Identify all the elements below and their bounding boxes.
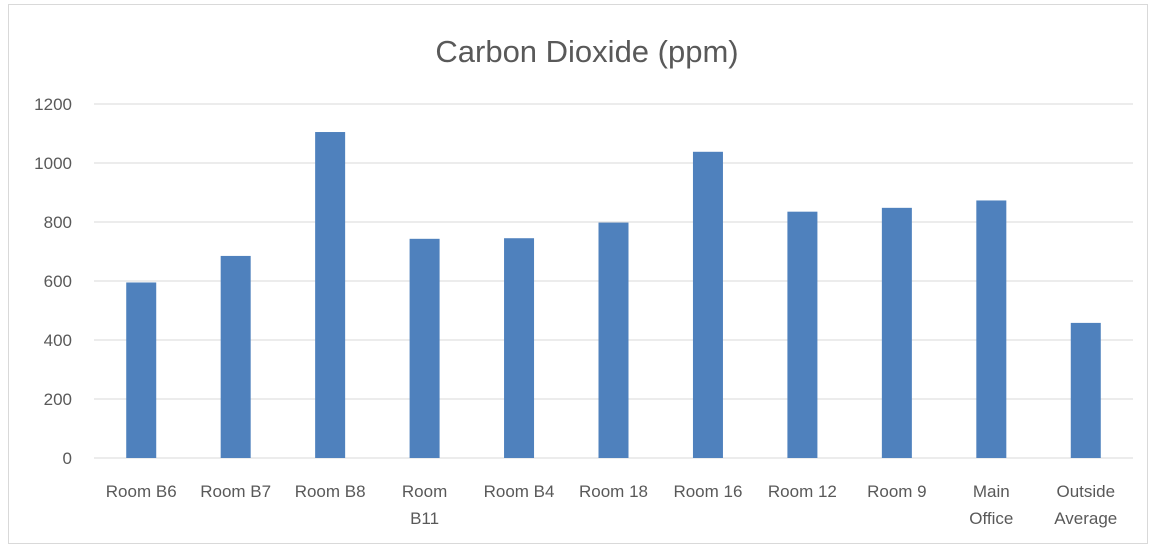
x-tick-label: Outside: [1056, 482, 1115, 501]
y-tick-label: 1000: [34, 154, 72, 173]
x-axis: Room B6 Room B7 Room B8 Room B11 Room B4 Room …: [106, 482, 1117, 528]
y-tick-label: 200: [44, 390, 72, 409]
bar: [409, 238, 440, 458]
x-tick-label: Room B8: [295, 482, 366, 501]
x-tick-label: Room 12: [768, 482, 837, 501]
bar: [315, 132, 346, 458]
chart-title: Carbon Dioxide (ppm): [435, 34, 738, 69]
bar: [881, 207, 912, 458]
bar: [1070, 322, 1101, 458]
x-tick-label: Room 18: [579, 482, 648, 501]
bar: [692, 151, 723, 459]
y-tick-label: 400: [44, 331, 72, 350]
y-axis: 0 200 400 600 800 1000 1200: [34, 95, 72, 468]
bar: [220, 255, 251, 458]
bar: [504, 238, 535, 458]
x-tick-label: Room B7: [200, 482, 271, 501]
y-tick-label: 600: [44, 272, 72, 291]
x-tick-label: Main: [973, 482, 1010, 501]
gridlines: [94, 103, 1133, 459]
x-tick-label: Room B4: [484, 482, 555, 501]
bar: [787, 211, 818, 458]
bars: [126, 132, 1101, 459]
x-tick-label: Room: [402, 482, 447, 501]
chart-frame: [8, 4, 1148, 544]
y-tick-label: 800: [44, 213, 72, 232]
x-tick-label: Room 9: [867, 482, 927, 501]
y-tick-label: 1200: [34, 95, 72, 114]
bar: [976, 200, 1007, 458]
x-tick-label: Office: [969, 509, 1013, 528]
x-tick-label: Room 16: [673, 482, 742, 501]
bar: [126, 282, 157, 458]
bar: [598, 222, 629, 458]
x-tick-label: Room B6: [106, 482, 177, 501]
y-tick-label: 0: [63, 449, 72, 468]
x-tick-label: B11: [410, 509, 439, 528]
x-tick-label: Average: [1054, 509, 1117, 528]
